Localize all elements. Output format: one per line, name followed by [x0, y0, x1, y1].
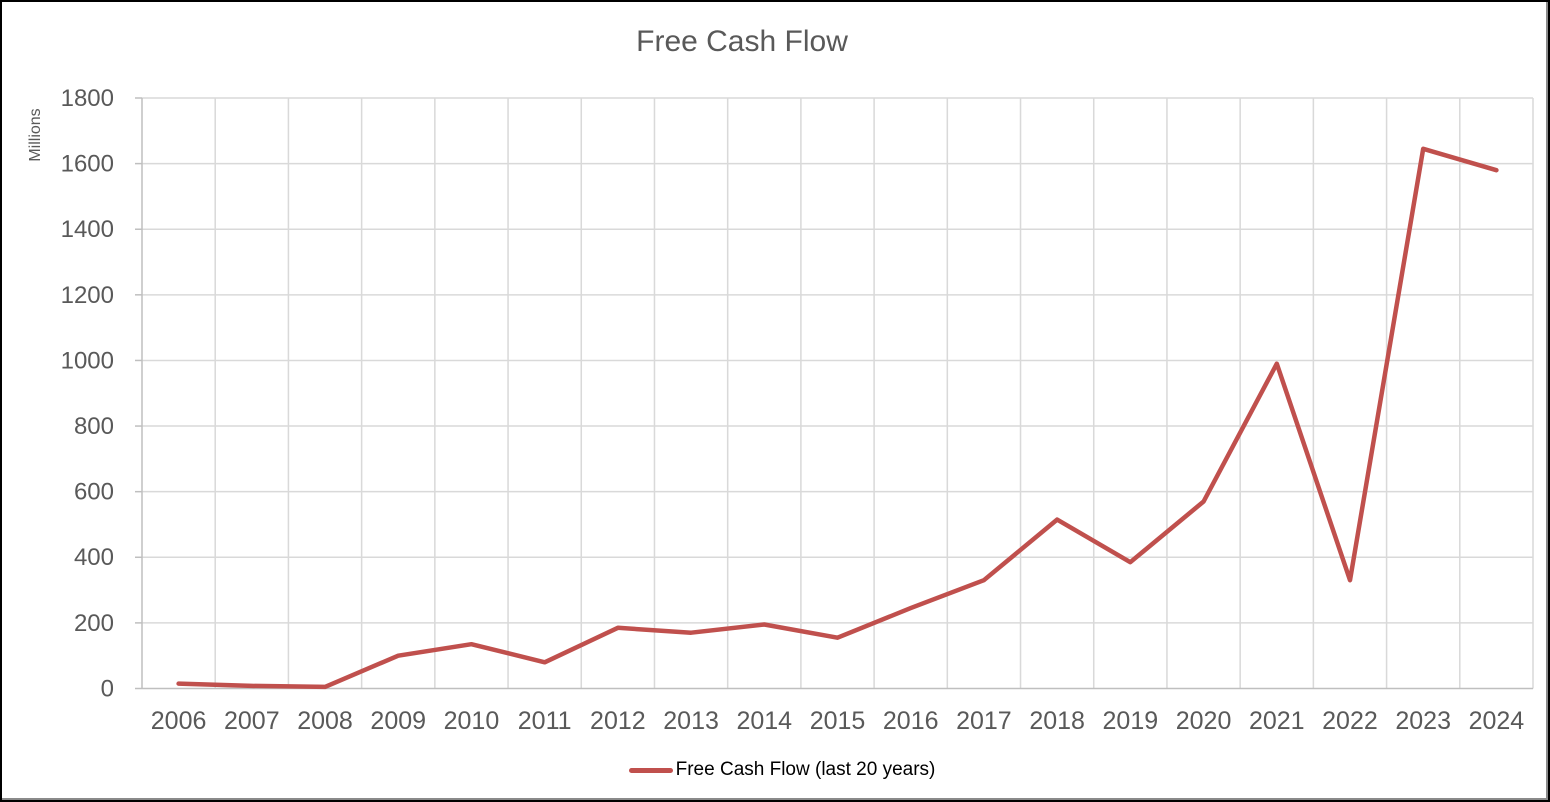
x-tick-label: 2014	[736, 707, 792, 735]
x-tick-label: 2006	[151, 707, 207, 735]
x-tick-label: 2017	[956, 707, 1012, 735]
y-tick-label: 600	[74, 479, 114, 506]
chart-title: Free Cash Flow	[636, 25, 848, 58]
legend-series-label: Free Cash Flow (last 20 years)	[675, 759, 936, 780]
y-tick-label: 1800	[61, 85, 114, 112]
x-tick-label: 2008	[297, 707, 353, 735]
x-tick-label: 2009	[370, 707, 426, 735]
x-tick-label: 2011	[518, 707, 572, 735]
y-tick-label: 0	[101, 675, 114, 702]
x-tick-label: 2021	[1249, 707, 1305, 735]
y-tick-label: 1400	[61, 216, 114, 243]
series-line	[176, 146, 1499, 690]
y-tick-label: 400	[74, 544, 114, 571]
y-axis-title: Millions	[27, 108, 44, 161]
x-tick-label: 2015	[810, 707, 866, 735]
x-tick-label: 2016	[883, 707, 939, 735]
x-tick-label: 2018	[1029, 707, 1085, 735]
x-tick-label: 2019	[1103, 707, 1159, 735]
x-tick-label: 2020	[1176, 707, 1232, 735]
x-tick-label: 2010	[444, 707, 500, 735]
x-tick-label: 2007	[224, 707, 280, 735]
x-tick-label: 2023	[1395, 707, 1451, 735]
y-tick-label: 1000	[61, 347, 114, 374]
legend-line-swatch	[628, 767, 673, 773]
legend: Free Cash Flow (last 20 years)	[2, 759, 1548, 781]
x-tick-label: 2013	[663, 707, 719, 735]
y-tick-label: 800	[74, 413, 114, 440]
y-tick-label: 1600	[61, 151, 114, 178]
y-tick-label: 1200	[61, 282, 114, 309]
x-tick-label: 2022	[1322, 707, 1378, 735]
x-tick-label: 2012	[590, 707, 646, 735]
x-tick-label: 2024	[1469, 707, 1525, 735]
y-tick-label: 200	[74, 610, 114, 637]
